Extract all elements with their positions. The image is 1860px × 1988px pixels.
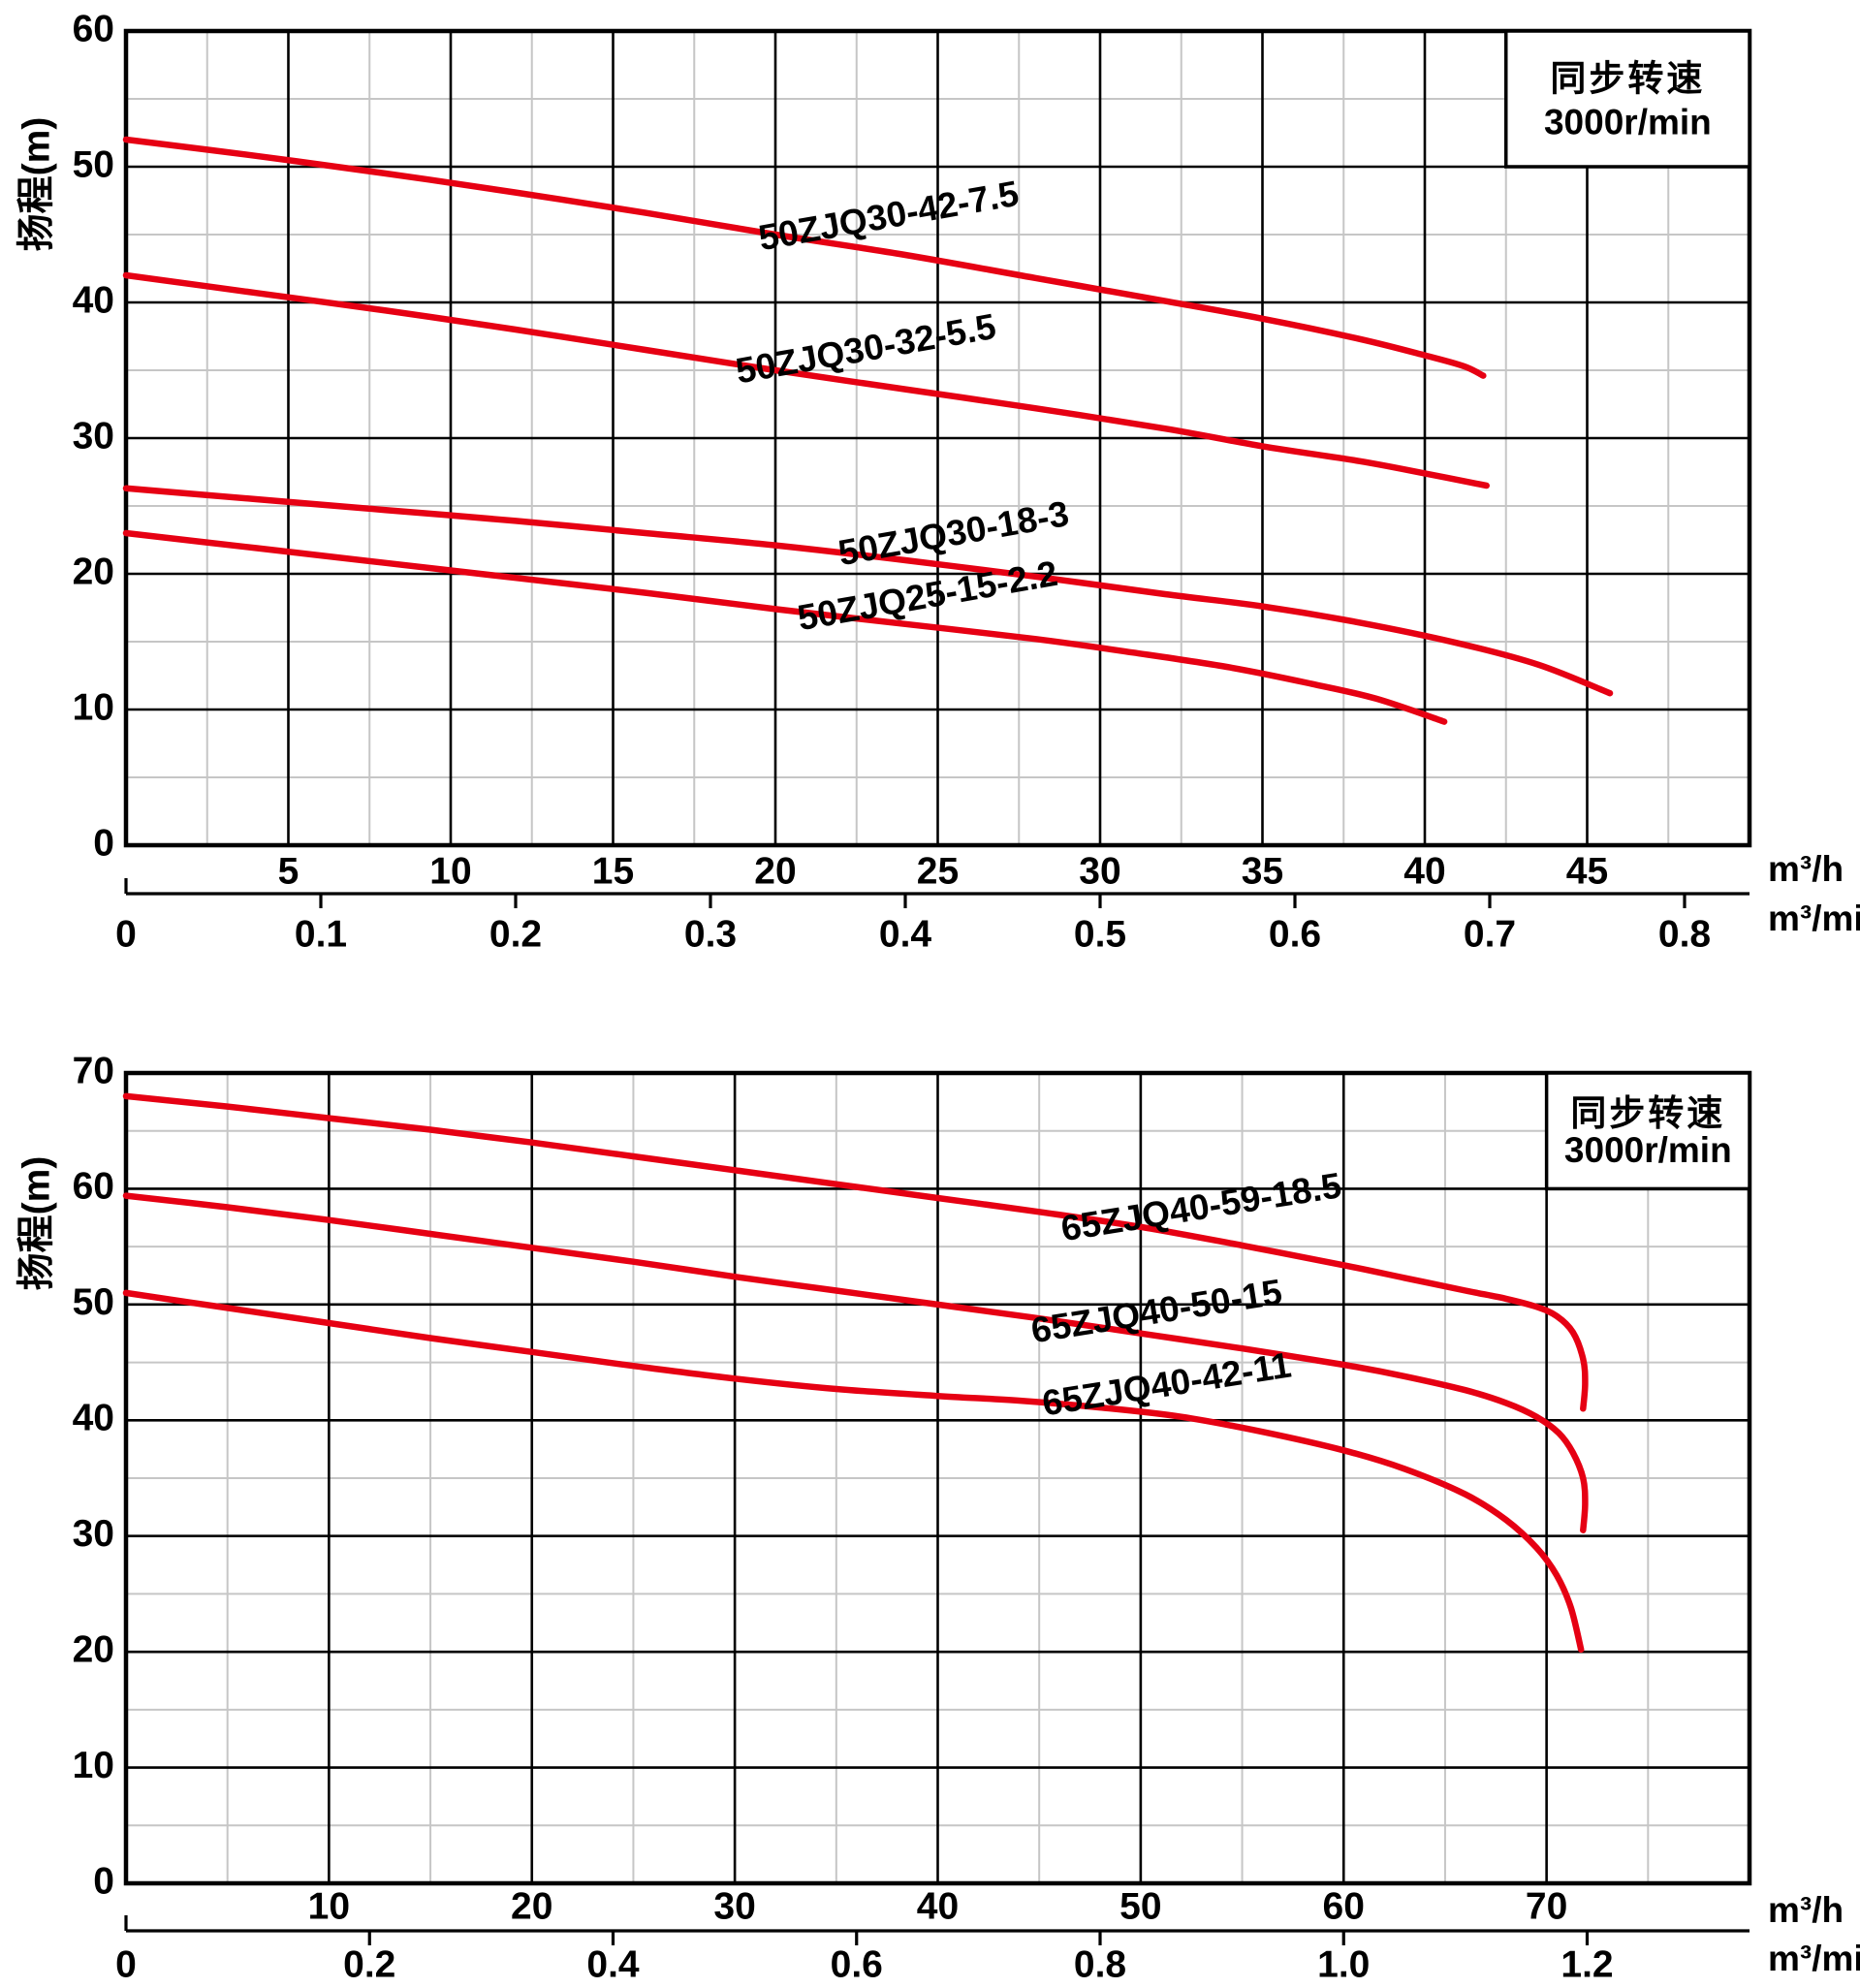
grid-major — [126, 1073, 1750, 1883]
curves — [122, 136, 1614, 725]
y-tick-label: 0 — [93, 1860, 114, 1902]
chart-1: 50ZJQ30-42-7.550ZJQ30-32-5.550ZJQ30-18-3… — [16, 8, 1860, 955]
curve-label-50ZJQ30-32-5.5: 50ZJQ30-32-5.5 — [733, 306, 999, 392]
unit-label-m3min: m³/min — [1768, 1939, 1860, 1978]
x-tick-label-secondary: 0.3 — [684, 913, 737, 955]
x-tick-label-primary: 25 — [917, 850, 959, 892]
x-tick-label-secondary: 1.2 — [1561, 1943, 1613, 1983]
unit-label-m3min: m³/min — [1768, 899, 1860, 938]
chart-2: 65ZJQ40-59-18.565ZJQ40-50-1565ZJQ40-42-1… — [16, 1050, 1860, 1985]
curves — [122, 1092, 1589, 1654]
curve-50ZJQ30-32-5.5 — [122, 271, 1490, 489]
x-tick-label-secondary: 1.0 — [1317, 1943, 1370, 1983]
x-tick-label-secondary: 0.5 — [1074, 913, 1126, 955]
curve-50ZJQ30-42-7.5 — [122, 136, 1487, 379]
legend-box — [1504, 29, 1751, 169]
curve-50ZJQ25-15-2.2 — [122, 529, 1448, 725]
x-tick-label-primary: 45 — [1566, 850, 1608, 892]
y-tick-label: 30 — [73, 1513, 114, 1555]
y-tick-label: 70 — [73, 1050, 114, 1091]
x-tick-label-primary: 20 — [511, 1885, 552, 1927]
y-tick-label: 40 — [73, 279, 114, 321]
y-tick-label: 10 — [73, 686, 114, 728]
curve-50ZJQ30-18-3 — [122, 485, 1614, 697]
curve-65ZJQ40-42-11 — [122, 1289, 1585, 1654]
curve-65ZJQ40-50-15 — [122, 1192, 1589, 1533]
curve-label-50ZJQ30-42-7.5: 50ZJQ30-42-7.5 — [756, 174, 1023, 259]
secondary-axis: 0 0.2 0.4 0.6 0.8 1.0 1.2 — [115, 1915, 1750, 1985]
unit-label-m3h: m³/h — [1768, 1890, 1844, 1930]
x-tick-label-primary: 40 — [917, 1885, 959, 1927]
unit-label-m3h: m³/h — [1768, 849, 1844, 889]
y-tick-label: 30 — [73, 415, 114, 457]
legend-speed-value: 3000r/min — [1564, 1130, 1732, 1170]
y-tick-label: 50 — [73, 143, 114, 185]
y-tick-label: 20 — [73, 1628, 114, 1670]
x-tick-label-secondary: 0.2 — [489, 913, 542, 955]
y-tick-label: 10 — [73, 1745, 114, 1786]
plot-frame — [123, 28, 1752, 848]
x-tick-label-primary: 30 — [713, 1885, 755, 1927]
y-axis-title: 扬程(m) — [16, 117, 57, 252]
x-tick-label-primary: 5 — [278, 850, 299, 892]
legend-box — [1544, 1071, 1751, 1191]
x-tick-label-secondary: 0.8 — [1074, 1943, 1126, 1983]
x-tick-label-primary: 35 — [1242, 850, 1283, 892]
curve-label-65ZJQ40-42-11: 65ZJQ40-42-11 — [1039, 1344, 1293, 1423]
y-tick-label: 50 — [73, 1281, 114, 1323]
x-tick-label-secondary: 0.8 — [1658, 913, 1711, 955]
x-tick-label-secondary: 0.7 — [1464, 913, 1516, 955]
y-tick-label: 60 — [73, 1166, 114, 1208]
x-tick-label-primary: 20 — [754, 850, 796, 892]
x-tick-label-primary: 10 — [429, 850, 471, 892]
legend-speed-title: 同步转速 — [1570, 1093, 1725, 1133]
x-tick-label-secondary: 0.4 — [586, 1943, 640, 1983]
secondary-axis: 0 0.1 0.2 0.3 0.4 0.5 0.6 0.7 0.8 — [115, 878, 1750, 955]
x-tick-label-primary: 30 — [1079, 850, 1120, 892]
y-tick-label: 20 — [73, 551, 114, 592]
plot-frame — [123, 1070, 1752, 1886]
x-tick-label-secondary: 0 — [115, 913, 137, 955]
x-tick-label-primary: 40 — [1403, 850, 1445, 892]
y-tick-label: 0 — [93, 822, 114, 864]
x-tick-label-secondary: 0.6 — [831, 1943, 883, 1983]
grid-major — [126, 31, 1750, 845]
legend-speed-title: 同步转速 — [1550, 59, 1705, 99]
x-tick-label-secondary: 0 — [115, 1943, 137, 1983]
x-tick-label-secondary: 0.2 — [343, 1943, 395, 1983]
x-tick-label-primary: 10 — [308, 1885, 350, 1927]
y-tick-label: 60 — [73, 8, 114, 49]
x-tick-label-secondary: 0.4 — [879, 913, 932, 955]
x-tick-label-secondary: 0.1 — [295, 913, 347, 955]
x-tick-label-secondary: 0.6 — [1269, 913, 1321, 955]
y-axis-title: 扬程(m) — [16, 1156, 57, 1291]
legend-speed-value: 3000r/min — [1544, 102, 1712, 142]
x-tick-label-primary: 70 — [1526, 1885, 1567, 1927]
x-tick-label-primary: 50 — [1119, 1885, 1161, 1927]
curve-65ZJQ40-59-18.5 — [122, 1092, 1589, 1412]
y-tick-label: 40 — [73, 1398, 114, 1439]
x-tick-label-primary: 15 — [592, 850, 634, 892]
x-tick-label-primary: 60 — [1323, 1885, 1365, 1927]
